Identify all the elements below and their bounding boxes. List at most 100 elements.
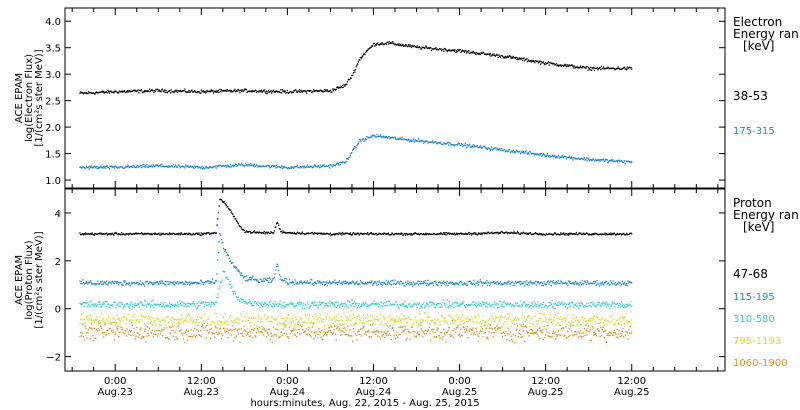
data-point: [444, 143, 446, 145]
data-point: [441, 49, 443, 51]
data-point: [204, 320, 207, 323]
data-point: [219, 88, 221, 91]
data-point: [193, 167, 195, 170]
data-point: [190, 234, 192, 236]
data-point: [542, 61, 544, 63]
data-point: [244, 231, 246, 233]
data-point: [197, 330, 199, 333]
data-point: [629, 322, 631, 324]
data-point: [127, 313, 129, 315]
data-point: [169, 166, 171, 168]
data-point: [269, 167, 271, 169]
data-point: [460, 51, 462, 53]
data-point: [166, 315, 169, 318]
data-point: [266, 92, 268, 95]
data-point: [622, 161, 624, 164]
data-point: [550, 233, 552, 235]
data-point: [143, 300, 146, 302]
data-point: [304, 166, 306, 169]
data-point: [499, 300, 501, 302]
data-point: [334, 301, 336, 303]
data-point: [93, 283, 95, 285]
data-point: [222, 242, 224, 244]
data-point: [532, 233, 534, 235]
data-point: [88, 233, 90, 235]
data-point: [200, 335, 202, 338]
data-point: [379, 283, 382, 285]
data-point: [377, 233, 379, 235]
data-point: [239, 164, 241, 166]
data-point: [94, 166, 96, 168]
data-point: [367, 136, 369, 138]
data-point: [108, 282, 110, 284]
data-point: [437, 49, 439, 51]
data-point: [486, 53, 489, 55]
data-point: [435, 282, 437, 284]
series-1060-1900: [79, 319, 633, 344]
data-point: [579, 66, 581, 68]
data-point: [464, 232, 466, 235]
data-point: [535, 305, 537, 307]
data-point: [385, 283, 387, 285]
data-point: [133, 319, 135, 321]
data-point: [617, 323, 619, 325]
data-point: [446, 299, 448, 301]
data-point: [476, 53, 479, 55]
data-point: [211, 232, 213, 234]
data-point: [138, 306, 141, 309]
data-point: [397, 303, 399, 305]
data-point: [432, 282, 434, 284]
data-point: [171, 317, 173, 319]
data-point: [143, 91, 145, 93]
data-point: [103, 281, 105, 283]
data-point: [548, 319, 550, 321]
data-point: [394, 303, 396, 305]
data-point: [210, 233, 212, 235]
data-point: [332, 163, 334, 166]
data-point: [214, 91, 216, 93]
series-175-315: [79, 134, 633, 170]
data-point: [144, 166, 146, 168]
data-point: [483, 320, 485, 322]
data-point: [622, 67, 624, 69]
data-point: [598, 159, 600, 161]
data-point: [203, 167, 205, 169]
data-point: [354, 71, 356, 73]
data-point: [265, 232, 267, 234]
data-point: [305, 90, 307, 93]
data-point: [161, 335, 164, 337]
data-point: [186, 303, 188, 305]
data-point: [486, 284, 489, 286]
data-point: [199, 305, 201, 307]
data-point: [378, 280, 380, 282]
data-point: [397, 233, 399, 235]
data-point: [605, 281, 608, 283]
data-point: [407, 233, 410, 235]
data-point: [326, 282, 328, 284]
data-point: [485, 282, 487, 284]
data-point: [383, 302, 385, 304]
data-point: [313, 305, 315, 307]
data-point: [630, 232, 632, 234]
data-point: [201, 316, 203, 318]
data-point: [581, 233, 583, 235]
data-point: [247, 231, 249, 233]
data-point: [584, 67, 586, 69]
data-point: [246, 165, 248, 167]
data-point: [106, 92, 108, 94]
data-point: [620, 160, 622, 162]
data-point: [415, 139, 418, 142]
data-point: [187, 165, 189, 167]
data-point: [478, 322, 481, 324]
data-point: [595, 160, 598, 162]
data-point: [525, 150, 527, 152]
data-point: [217, 324, 220, 326]
data-point: [190, 165, 192, 168]
data-point: [435, 142, 438, 144]
data-point: [457, 49, 459, 51]
data-point: [173, 318, 175, 320]
data-point: [496, 280, 499, 283]
data-point: [530, 153, 532, 155]
data-point: [221, 333, 223, 335]
data-point: [92, 167, 94, 169]
